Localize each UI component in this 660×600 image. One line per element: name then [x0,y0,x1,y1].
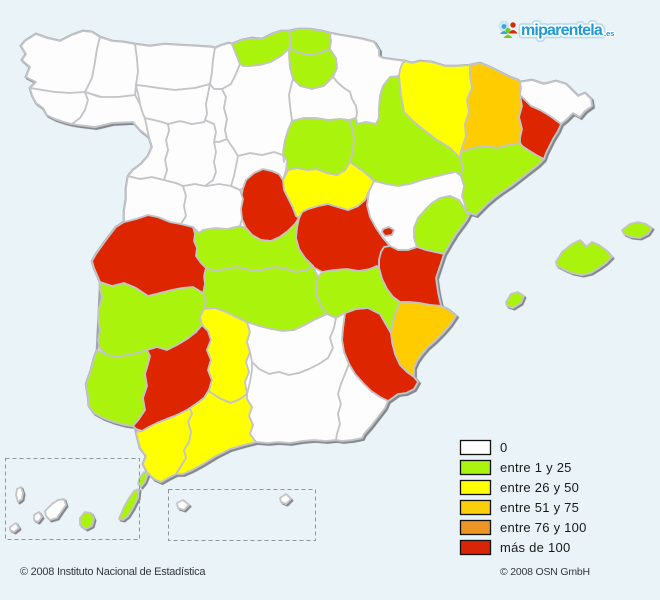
svg-text:entre 51 y 75: entre 51 y 75 [500,500,579,515]
svg-text:entre 26 y 50: entre 26 y 50 [500,480,579,495]
svg-text:.es: .es [604,29,614,38]
svg-text:miparentela: miparentela [521,22,603,39]
svg-text:© 2008 OSN GmbH: © 2008 OSN GmbH [500,566,590,578]
svg-text:entre 1 y 25: entre 1 y 25 [500,460,572,475]
svg-text:miparentela: miparentela [521,22,603,39]
svg-text:miparentela: miparentela [521,22,603,39]
svg-text:más de 100: más de 100 [500,540,570,555]
svg-text:© 2008 Instituto Nacional de E: © 2008 Instituto Nacional de Estadística [20,566,206,578]
svg-text:.es: .es [604,29,614,38]
svg-text:0: 0 [500,440,507,455]
svg-text:entre 76 y 100: entre 76 y 100 [500,520,587,535]
